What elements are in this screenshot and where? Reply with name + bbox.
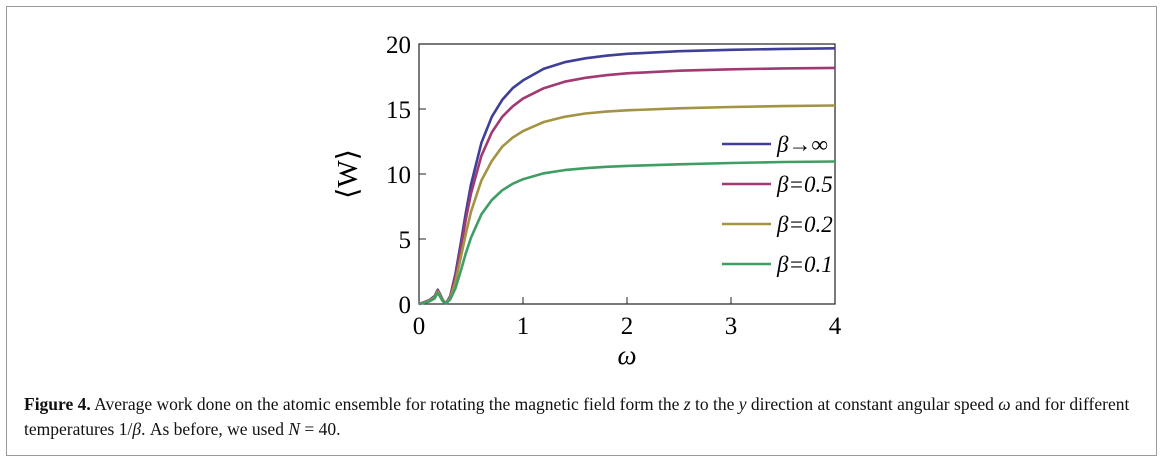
legend-label-3: β=0.1 [776,252,833,277]
caption-text-6: = 40. [300,419,341,439]
x-axis-label: ω [617,340,636,370]
caption-z: z [683,394,691,414]
caption-text-3: direction at constant angular speed [746,394,999,414]
y-tick-label-0: 0 [399,292,412,319]
x-tick-label-1: 1 [517,313,530,340]
caption-y: y [738,394,747,414]
caption-label: Figure 4. [24,394,91,414]
y-tick-label-1: 5 [399,227,412,254]
caption-text-4: and for different temperatures 1/ [24,394,1130,439]
y-tick-label-4: 20 [386,32,411,59]
x-tick-label-4: 4 [829,313,842,340]
plot-frame [418,43,836,305]
legend-label-0: β→∞ [776,132,828,157]
series-line-0 [418,47,836,306]
series-line-3 [418,160,836,306]
axis-ticks: 0 1 2 3 4 0 5 10 15 20 [386,32,842,340]
caption-text-5: . As before, we used [141,419,289,439]
caption-beta: β [132,419,142,439]
series-line-2 [418,104,836,306]
caption-text-1: Average work done on the atomic ensemble… [90,394,684,414]
caption-text-2: to the [690,394,739,414]
y-axis-label: ⟨W⟩ [332,149,364,199]
x-tick-label-0: 0 [413,313,426,340]
series-line-1 [418,66,836,306]
caption-omega: ω [998,394,1011,414]
legend-label-1: β=0.5 [776,172,833,197]
x-tick-label-3: 3 [725,313,738,340]
y-tick-label-3: 15 [386,97,411,124]
y-tick-label-2: 10 [386,162,411,189]
line-chart: 0 1 2 3 4 0 5 10 15 20 β→∞ β=0.5 β=0.2 β=0.1 ω ⟨W⟩ [332,32,842,370]
legend-label-2: β=0.2 [776,212,833,237]
caption-n: N [288,419,301,439]
x-tick-label-2: 2 [621,313,634,340]
legend: β→∞ β=0.5 β=0.2 β=0.1 [722,132,833,277]
figure-caption: Figure 4. Average work done on the atomi… [24,392,1149,442]
figure-frame: 0 1 2 3 4 0 5 10 15 20 β→∞ β=0.5 β=0.2 β=0.1 ω ⟨W⟩ F… [6,6,1157,456]
series-lines [418,47,836,306]
